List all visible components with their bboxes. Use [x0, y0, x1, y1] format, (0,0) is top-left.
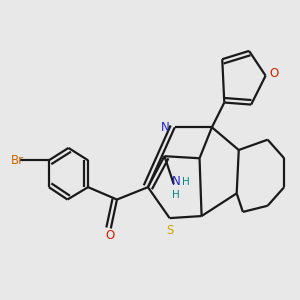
Text: O: O	[269, 67, 278, 80]
Text: N: N	[171, 176, 180, 188]
Text: H: H	[182, 177, 190, 187]
Text: S: S	[166, 224, 173, 237]
Text: Br: Br	[11, 154, 25, 167]
Text: N: N	[160, 121, 169, 134]
Text: O: O	[105, 230, 114, 242]
Text: H: H	[172, 190, 180, 200]
